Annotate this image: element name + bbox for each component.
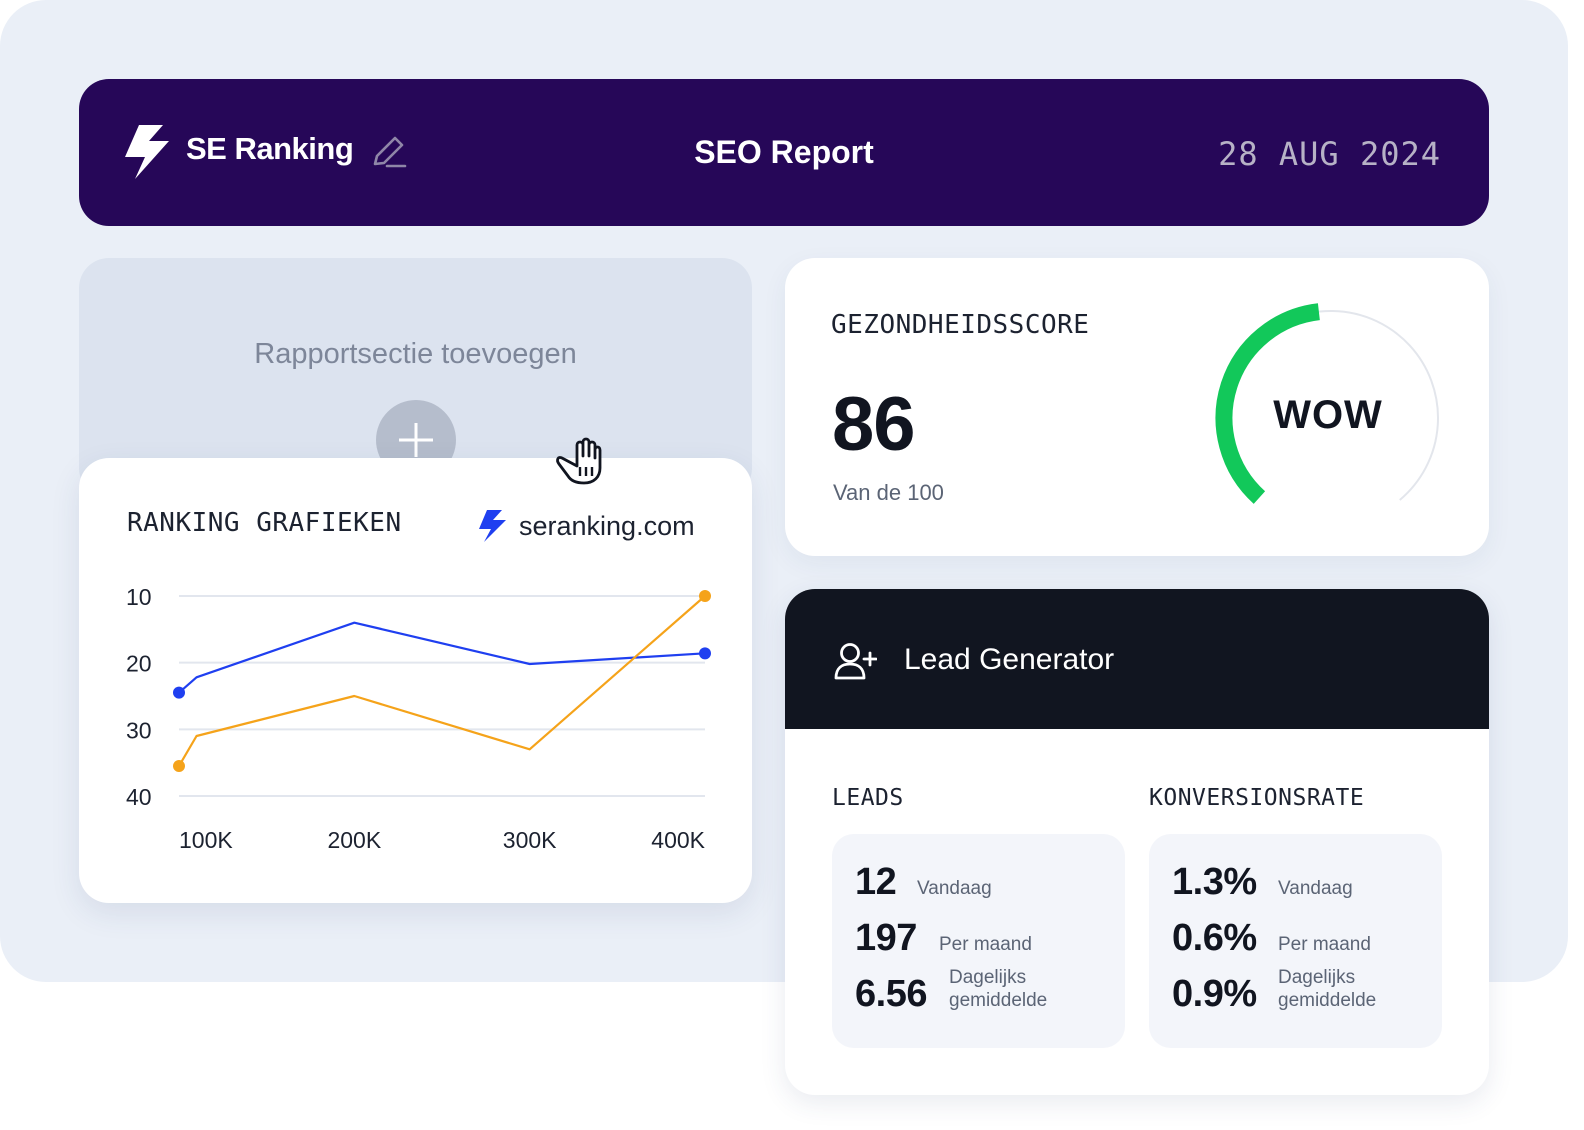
ranking-title: RANKING GRAFIEKEN: [127, 508, 402, 538]
stat-value: 0.9%: [1172, 973, 1257, 1015]
leads-title: LEADS: [832, 785, 904, 811]
x-tick-label: 300K: [503, 827, 557, 853]
health-score-card: GEZONDHEIDSSCORE 86 Van de 100 WOW: [785, 258, 1489, 556]
x-tick-label: 100K: [179, 827, 233, 853]
plus-icon: [399, 423, 433, 457]
gauge-fill: [1215, 303, 1320, 504]
x-tick-label: 400K: [651, 827, 705, 853]
lead-generator-card: Lead Generator LEADS KONVERSIONSRATE 12 …: [785, 589, 1489, 1095]
brand-name: SE Ranking: [186, 131, 354, 166]
data-point: [173, 686, 185, 699]
series-line: [178, 595, 706, 767]
stat-value: 6.56: [855, 973, 927, 1015]
stat-label: Per maand: [939, 934, 1032, 955]
stat-value: 0.6%: [1172, 917, 1257, 959]
edit-report-button[interactable]: [369, 132, 409, 172]
se-ranking-logo-icon: [125, 125, 169, 179]
report-date: 28 AUG 2024: [1218, 135, 1441, 173]
y-tick-label: 20: [126, 651, 152, 677]
series-line: [178, 621, 706, 694]
conversion-title: KONVERSIONSRATE: [1149, 785, 1365, 811]
report-title: SEO Report: [694, 134, 874, 170]
stat-label: Vandaag: [1278, 878, 1353, 899]
data-point: [173, 760, 185, 772]
se-ranking-logo-icon: [479, 510, 506, 542]
data-point: [699, 647, 711, 660]
ranking-chart-card[interactable]: RANKING GRAFIEKEN seranking.com 10 20 30 40…: [79, 458, 752, 903]
y-tick-label: 10: [126, 584, 152, 610]
health-score-title: GEZONDHEIDSSCORE: [831, 310, 1090, 340]
y-tick-label: 40: [126, 784, 152, 810]
pencil-edit-icon: [373, 136, 407, 168]
stat-value: 1.3%: [1172, 861, 1257, 903]
data-point: [699, 590, 711, 602]
gauge-label: WOW: [1273, 393, 1383, 437]
report-header: SE Ranking SEO Report 28 AUG 2024: [79, 79, 1489, 226]
health-score-gauge: [1215, 303, 1439, 504]
grab-hand-icon: [556, 437, 602, 485]
stat-label: Vandaag: [917, 878, 992, 899]
conversion-stats-box: 1.3% Vandaag 0.6% Per maand 0.9% Dagelij…: [1149, 834, 1442, 1048]
lead-generator-title: Lead Generator: [904, 643, 1115, 676]
ranking-line-chart: 10 20 30 40 100K 200K 300K 400K: [126, 584, 711, 853]
x-tick-label: 200K: [327, 827, 381, 853]
stat-label: Dagelijks gemiddelde: [949, 967, 1048, 1011]
health-score-value: 86: [832, 382, 916, 467]
stat-value: 12: [855, 861, 897, 903]
health-score-subtitle: Van de 100: [833, 480, 944, 505]
stat-label: Per maand: [1278, 934, 1371, 955]
lead-generator-header: Lead Generator: [785, 589, 1489, 729]
y-tick-label: 30: [126, 717, 152, 743]
add-section-title: Rapportsectie toevoegen: [254, 338, 577, 370]
add-user-icon: [834, 643, 877, 680]
stat-label: Dagelijks gemiddelde: [1278, 967, 1377, 1011]
stat-value: 197: [855, 917, 917, 959]
source-domain: seranking.com: [519, 511, 695, 541]
leads-stats-box: 12 Vandaag 197 Per maand 6.56 Dagelijks …: [832, 834, 1125, 1048]
